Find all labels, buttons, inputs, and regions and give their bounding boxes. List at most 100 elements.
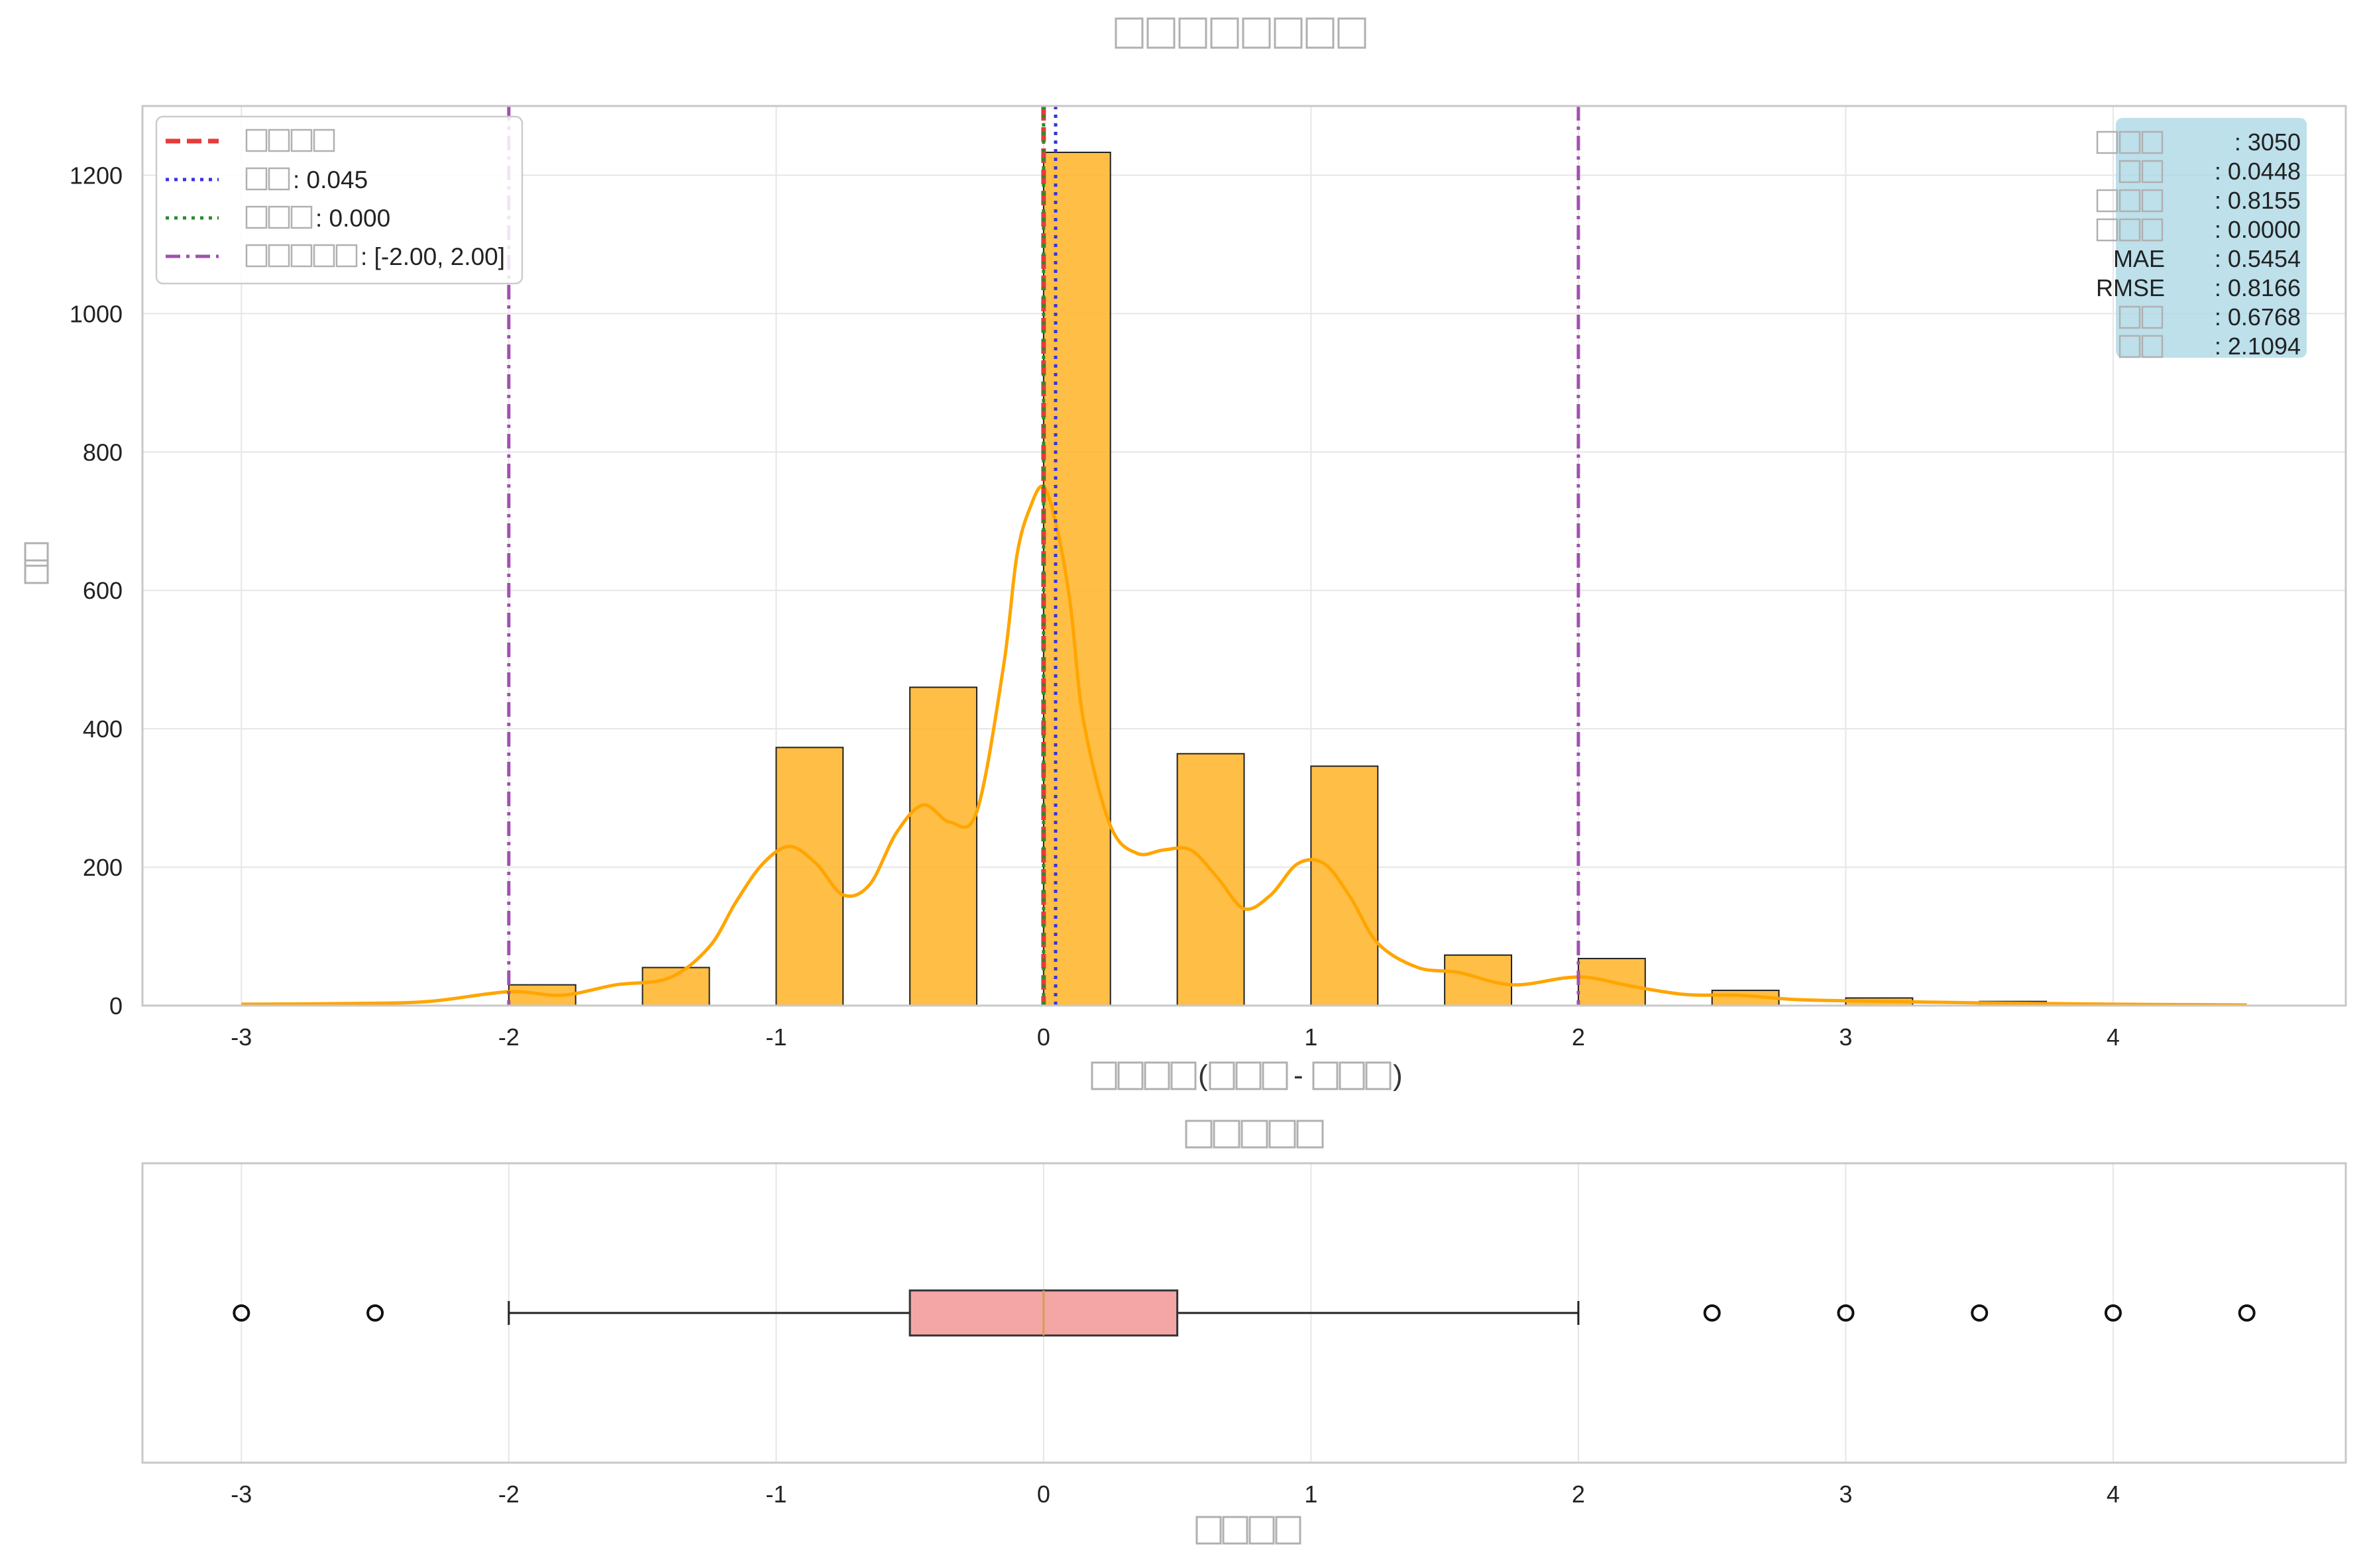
stats-label-glyph — [2096, 189, 2118, 213]
legend-label-glyph — [268, 205, 290, 229]
svg-text:): ) — [1393, 1059, 1403, 1092]
outlier-point — [2238, 1304, 2256, 1322]
histogram-bars — [508, 151, 2181, 1007]
histogram-ticks: -3 -2 -1 0 1 2 3 4 0 200 400 600 800 1000 1200 — [70, 162, 2120, 1051]
histogram-bar — [1444, 954, 1513, 1006]
stats-label-glyph — [2141, 160, 2164, 183]
x-tick-label: -2 — [498, 1481, 520, 1508]
stats-value: : 3050 — [2234, 129, 2301, 156]
y-tick-label: 800 — [83, 439, 123, 466]
x-tick-label: 2 — [1572, 1023, 1585, 1051]
outlier-point — [1971, 1304, 1989, 1322]
stats-value: : 0.0448 — [2215, 158, 2301, 185]
x-tick-label: 0 — [1037, 1481, 1050, 1508]
stats-label: RMSE — [2096, 274, 2165, 301]
stats-value: : 2.1094 — [2215, 333, 2301, 360]
legend-label-glyph — [313, 244, 335, 268]
x-tick-label: -1 — [765, 1481, 787, 1508]
histogram-bar — [1042, 151, 1111, 1006]
legend-label-glyph — [313, 129, 335, 152]
x-tick-label: -3 — [231, 1481, 252, 1508]
histogram-frame — [141, 105, 2347, 1007]
y-tick-label: 600 — [83, 577, 123, 604]
histogram-bar — [775, 747, 844, 1007]
y-tick-label: 1200 — [70, 162, 123, 189]
stats-label-glyph — [2118, 218, 2141, 242]
stats-label-glyph — [2118, 335, 2141, 358]
stats-label-glyph — [2141, 305, 2164, 329]
x-tick-label: 3 — [1839, 1481, 1852, 1508]
legend-label-glyph — [290, 244, 313, 268]
x-tick-label: -2 — [498, 1023, 520, 1051]
x-tick-label: 1 — [1304, 1023, 1317, 1051]
x-tick-label: 4 — [2107, 1481, 2120, 1508]
legend-label-glyph — [245, 244, 268, 268]
outlier-point — [1837, 1304, 1855, 1322]
legend-label-glyph — [290, 129, 313, 152]
boxplot-x-axis-title — [1195, 1516, 1301, 1545]
stats-box-background — [2116, 118, 2307, 358]
legend: : 0.045 : 0.000 : [-2.00, 2.00] — [155, 115, 523, 285]
stats-label-glyph — [2118, 131, 2141, 154]
boxplot-title — [1185, 1120, 1324, 1149]
stats-label: MAE — [2113, 245, 2165, 272]
stats-label-glyph — [2118, 305, 2141, 329]
legend-entry-value: : [-2.00, 2.00] — [360, 243, 505, 270]
stats-value: : 0.8155 — [2215, 187, 2301, 214]
kde-layer — [241, 484, 2247, 1007]
legend-label-glyph — [268, 244, 290, 268]
outlier-point — [233, 1304, 250, 1322]
kde-line — [241, 484, 2247, 1007]
stats-value: : 0.6768 — [2215, 303, 2301, 331]
x-tick-label: 2 — [1572, 1481, 1585, 1508]
legend-label-glyph — [245, 205, 268, 229]
x-tick-label: 0 — [1037, 1023, 1050, 1051]
stats-label-glyph — [2118, 160, 2141, 183]
x-tick-label: 1 — [1304, 1481, 1317, 1508]
boxplot-panel: -3 -2 -1 0 1 2 3 4 — [141, 1120, 2347, 1545]
x-tick-label: -3 — [231, 1023, 252, 1051]
legend-label-glyph — [268, 129, 290, 152]
svg-text:(: ( — [1198, 1059, 1208, 1092]
legend-box — [155, 115, 523, 285]
stats-label-glyph — [2096, 131, 2118, 154]
legend-label-glyph — [245, 167, 268, 191]
legend-label-glyph — [335, 244, 358, 268]
histogram-bar — [909, 686, 977, 1006]
histogram-panel: -3 -2 -1 0 1 2 3 4 0 200 400 600 800 1000 1200 : 0.045… — [24, 105, 2347, 1092]
stats-label-glyph — [2141, 131, 2164, 154]
stats-label-glyph — [2141, 218, 2164, 242]
stats-value: : 0.8166 — [2215, 274, 2301, 301]
legend-label-glyph — [245, 129, 268, 152]
x-tick-label: 3 — [1839, 1023, 1852, 1051]
reference-lines — [507, 106, 1580, 1006]
stats-value: : 0.0000 — [2215, 216, 2301, 243]
histogram-bar — [1176, 753, 1245, 1006]
stats-label-glyph — [2141, 189, 2164, 213]
y-tick-label: 1000 — [70, 300, 123, 327]
x-axis-title: ( - ) — [1091, 1059, 1403, 1092]
y-tick-label: 200 — [83, 854, 123, 881]
stats-value: : 0.5454 — [2215, 245, 2301, 272]
stats-box: : 3050: 0.0448: 0.8155: 0.0000: 0.5454 MA… — [2096, 118, 2307, 360]
stats-label-glyph — [2096, 218, 2118, 242]
y-tick-label: 400 — [83, 715, 123, 743]
y-axis-title — [24, 542, 49, 584]
x-tick-label: 4 — [2107, 1023, 2120, 1051]
stats-label-glyph — [2141, 335, 2164, 358]
stats-label-glyph — [2118, 189, 2141, 213]
legend-entry-value: : 0.000 — [315, 205, 390, 232]
legend-label-glyph — [290, 205, 313, 229]
boxplot-ticks: -3 -2 -1 0 1 2 3 4 — [231, 1481, 2120, 1508]
outlier-point — [2104, 1304, 2122, 1322]
main-title — [1115, 17, 1366, 49]
y-tick-label: 0 — [109, 992, 123, 1019]
legend-label-glyph — [268, 167, 290, 191]
boxplot-frame — [141, 1162, 2347, 1464]
x-tick-label: -1 — [765, 1023, 787, 1051]
svg-text:-: - — [1293, 1059, 1303, 1092]
boxplot-body — [233, 1289, 2256, 1337]
legend-entry-value: : 0.045 — [293, 166, 368, 193]
outlier-point — [366, 1304, 384, 1322]
